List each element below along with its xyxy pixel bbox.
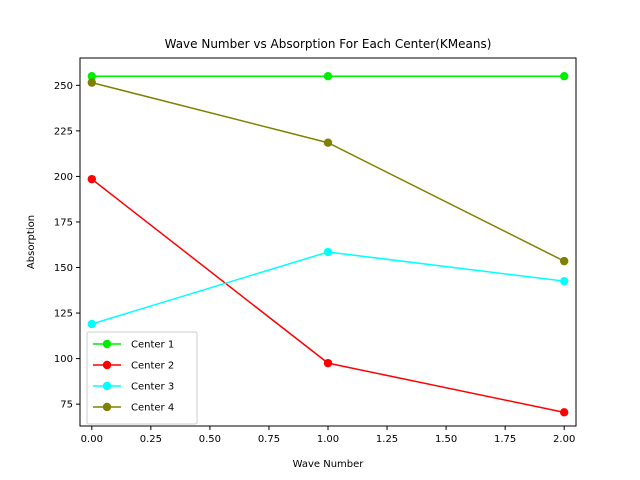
legend-marker [102, 339, 112, 349]
data-point [559, 256, 569, 266]
legend-box [86, 331, 198, 425]
y-tick-label: 200 [54, 172, 73, 183]
x-tick-label: 1.00 [317, 434, 339, 445]
x-tick-label: 2.00 [553, 434, 575, 445]
y-tick-label: 75 [60, 400, 73, 411]
legend-marker [102, 381, 112, 391]
legend-item-center-3: Center 3 [93, 382, 174, 393]
x-axis-label: Wave Number [293, 459, 365, 470]
y-axis: 75 100 125 150 175 200 225 250 [54, 81, 80, 411]
series-center-1 [87, 72, 569, 81]
data-point [87, 319, 97, 329]
y-tick-label: 150 [54, 263, 73, 274]
data-point [559, 408, 569, 417]
legend-item-center-2: Center 2 [93, 361, 174, 372]
x-tick-label: 1.25 [376, 434, 398, 445]
legend-marker [102, 360, 112, 370]
data-point [559, 72, 569, 81]
data-point [87, 78, 97, 87]
x-tick-label: 1.75 [494, 434, 516, 445]
y-tick-label: 100 [54, 354, 73, 365]
legend-label: Center 2 [131, 361, 174, 372]
data-point [559, 276, 569, 286]
x-tick-label: 0.25 [140, 434, 162, 445]
legend-label: Center 3 [131, 382, 174, 393]
x-tick-label: 1.50 [435, 434, 457, 445]
legend-label: Center 4 [131, 403, 174, 414]
data-point [87, 72, 97, 81]
y-tick-label: 175 [54, 217, 73, 228]
y-tick-label: 250 [54, 81, 73, 92]
plot-area [87, 72, 569, 417]
data-point [323, 72, 333, 81]
y-axis-label: Absorption [26, 215, 37, 269]
data-point [323, 138, 333, 147]
data-point [323, 247, 333, 257]
y-tick-label: 225 [54, 126, 73, 137]
x-tick-label: 0.50 [199, 434, 221, 445]
legend-label: Center 1 [131, 340, 174, 351]
chart-title: Wave Number vs Absorption For Each Cente… [165, 37, 492, 51]
series-center-3 [87, 247, 569, 329]
legend-item-center-1: Center 1 [93, 340, 174, 351]
series-center-4 [87, 78, 569, 266]
x-axis: 0.00 0.25 0.50 0.75 1.00 1.25 1.50 1.75 2.00 [81, 426, 575, 445]
series-center-2 [87, 174, 569, 417]
x-tick-label: 0.00 [81, 434, 103, 445]
y-tick-label: 125 [54, 309, 73, 320]
data-point [323, 358, 333, 368]
legend-marker [102, 402, 112, 412]
data-point [87, 174, 97, 184]
legend: Center 1 Center 2 Center 3 Center 4 [86, 331, 198, 425]
legend-item-center-4: Center 4 [93, 403, 174, 414]
x-tick-label: 0.75 [258, 434, 280, 445]
